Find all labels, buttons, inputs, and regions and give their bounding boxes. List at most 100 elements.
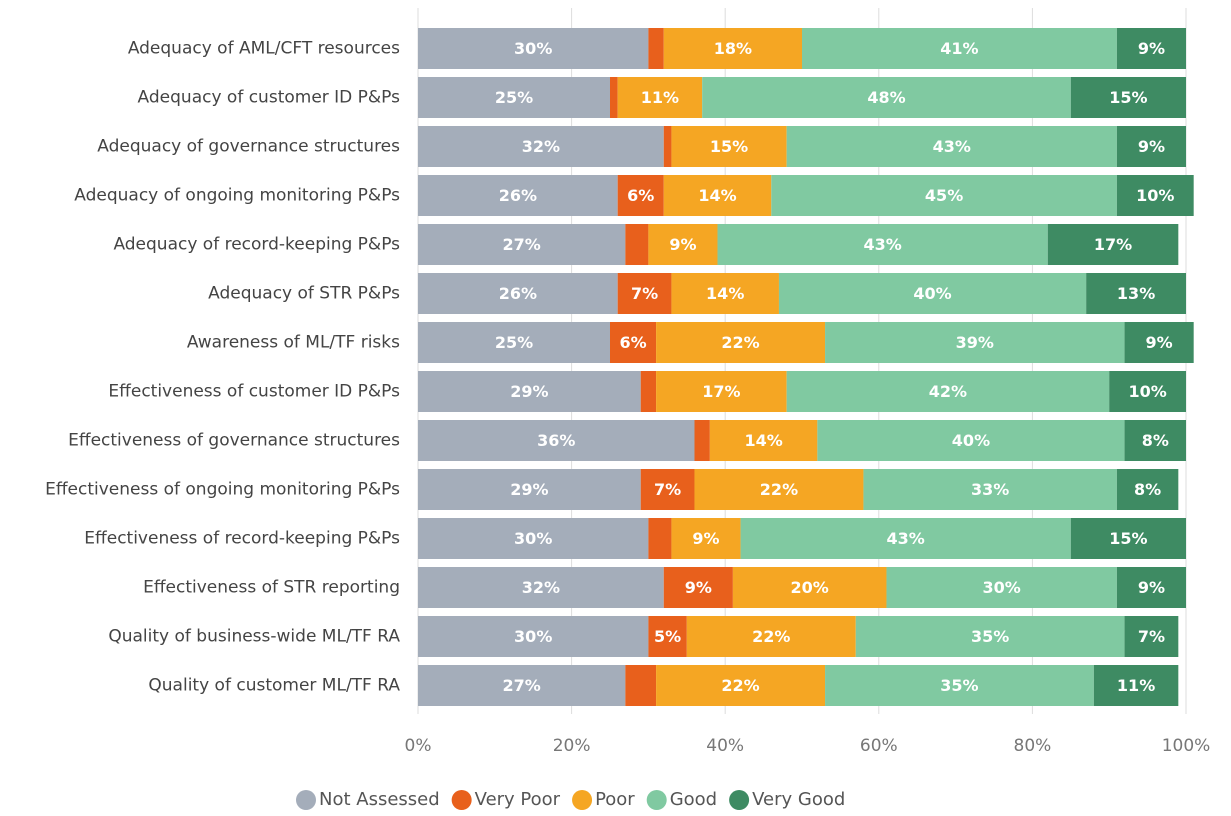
- category-label: Effectiveness of record-keeping P&Ps: [84, 529, 400, 549]
- bar-segment: [717, 224, 1048, 265]
- x-tick-label: 80%: [1014, 736, 1052, 756]
- category-label: Adequacy of STR P&Ps: [208, 284, 400, 304]
- value-label: 13%: [1117, 284, 1155, 303]
- bar-segment: [863, 469, 1117, 510]
- bar-segment: [418, 175, 618, 216]
- bar-segment: [694, 420, 710, 461]
- value-label: 7%: [654, 480, 681, 499]
- value-label: 10%: [1136, 186, 1174, 205]
- value-label: 27%: [503, 235, 541, 254]
- bar-segment: [1124, 616, 1179, 657]
- bar-segment: [663, 126, 672, 167]
- bar-segment: [617, 175, 664, 216]
- legend-swatch: [572, 790, 593, 810]
- value-label: 42%: [929, 382, 967, 401]
- bar-segment: [418, 616, 649, 657]
- bar-segment: [418, 518, 649, 559]
- value-label: 9%: [692, 529, 719, 548]
- bar-segment: [640, 469, 695, 510]
- value-label: 15%: [710, 137, 748, 156]
- bar-segment: [648, 28, 664, 69]
- value-label: 17%: [1094, 235, 1132, 254]
- bar-segment: [418, 665, 626, 706]
- bar-segment: [855, 616, 1125, 657]
- category-label: Quality of customer ML/TF RA: [148, 676, 400, 696]
- bar-segment: [648, 518, 672, 559]
- value-label: 48%: [867, 88, 905, 107]
- value-label: 8%: [1134, 480, 1161, 499]
- bar-segment: [671, 126, 787, 167]
- value-label: 14%: [744, 431, 782, 450]
- value-label: 15%: [1109, 529, 1147, 548]
- legend-label: Good: [670, 789, 717, 810]
- value-label: 14%: [706, 284, 744, 303]
- category-label: Effectiveness of STR reporting: [143, 578, 400, 598]
- value-label: 35%: [940, 676, 978, 695]
- category-label: Adequacy of ongoing monitoring P&Ps: [74, 186, 400, 206]
- value-label: 22%: [760, 480, 798, 499]
- bar-segment: [648, 616, 687, 657]
- category-label: Effectiveness of ongoing monitoring P&Ps: [45, 480, 400, 500]
- bar-segment: [418, 224, 626, 265]
- bar-segment: [694, 469, 864, 510]
- bar-segment: [1047, 224, 1179, 265]
- bar-segment: [778, 273, 1087, 314]
- value-label: 17%: [702, 382, 740, 401]
- bar-segment: [617, 273, 672, 314]
- bar-segment: [786, 371, 1110, 412]
- value-label: 11%: [1117, 676, 1155, 695]
- value-label: 32%: [522, 578, 560, 597]
- value-label: 6%: [619, 333, 646, 352]
- value-label: 7%: [1138, 627, 1165, 646]
- bar-segment: [732, 567, 887, 608]
- bar-segment: [802, 28, 1117, 69]
- value-label: 33%: [971, 480, 1009, 499]
- value-label: 27%: [503, 676, 541, 695]
- bar-segment: [671, 518, 741, 559]
- bar-segment: [656, 371, 787, 412]
- value-label: 36%: [537, 431, 575, 450]
- legend-swatch: [729, 790, 750, 810]
- value-label: 29%: [510, 382, 548, 401]
- bar-segment: [1070, 518, 1186, 559]
- legend-swatch: [646, 790, 667, 810]
- bar-segment: [771, 175, 1117, 216]
- bar-segment: [740, 518, 1071, 559]
- bar-segment: [625, 224, 649, 265]
- legend-label: Very Poor: [475, 789, 561, 810]
- value-label: 32%: [522, 137, 560, 156]
- bar-segment: [418, 28, 649, 69]
- value-label: 30%: [514, 529, 552, 548]
- value-label: 22%: [752, 627, 790, 646]
- bar-segment: [1124, 420, 1186, 461]
- value-label: 9%: [669, 235, 696, 254]
- bar-segment: [786, 126, 1117, 167]
- bar-segment: [1116, 175, 1194, 216]
- bar-segment: [640, 371, 657, 412]
- value-label: 43%: [933, 137, 971, 156]
- bar-segment: [1116, 28, 1186, 69]
- bar-segment: [1086, 273, 1186, 314]
- legend-label: Very Good: [752, 789, 845, 810]
- bar-segment: [663, 28, 802, 69]
- bar-segment: [418, 567, 664, 608]
- bar-segment: [663, 567, 733, 608]
- bar-segment: [825, 665, 1094, 706]
- value-label: 43%: [863, 235, 901, 254]
- value-label: 30%: [514, 627, 552, 646]
- bar-segment: [663, 175, 772, 216]
- bar-segment: [418, 420, 695, 461]
- value-label: 43%: [887, 529, 925, 548]
- value-label: 45%: [925, 186, 963, 205]
- value-label: 11%: [641, 88, 679, 107]
- bar-segment: [1124, 322, 1194, 363]
- bar-segment: [418, 273, 618, 314]
- value-label: 9%: [1138, 137, 1165, 156]
- value-label: 18%: [714, 39, 752, 58]
- value-label: 30%: [514, 39, 552, 58]
- value-label: 5%: [654, 627, 681, 646]
- value-label: 40%: [913, 284, 951, 303]
- value-label: 39%: [956, 333, 994, 352]
- legend-swatch: [296, 790, 316, 810]
